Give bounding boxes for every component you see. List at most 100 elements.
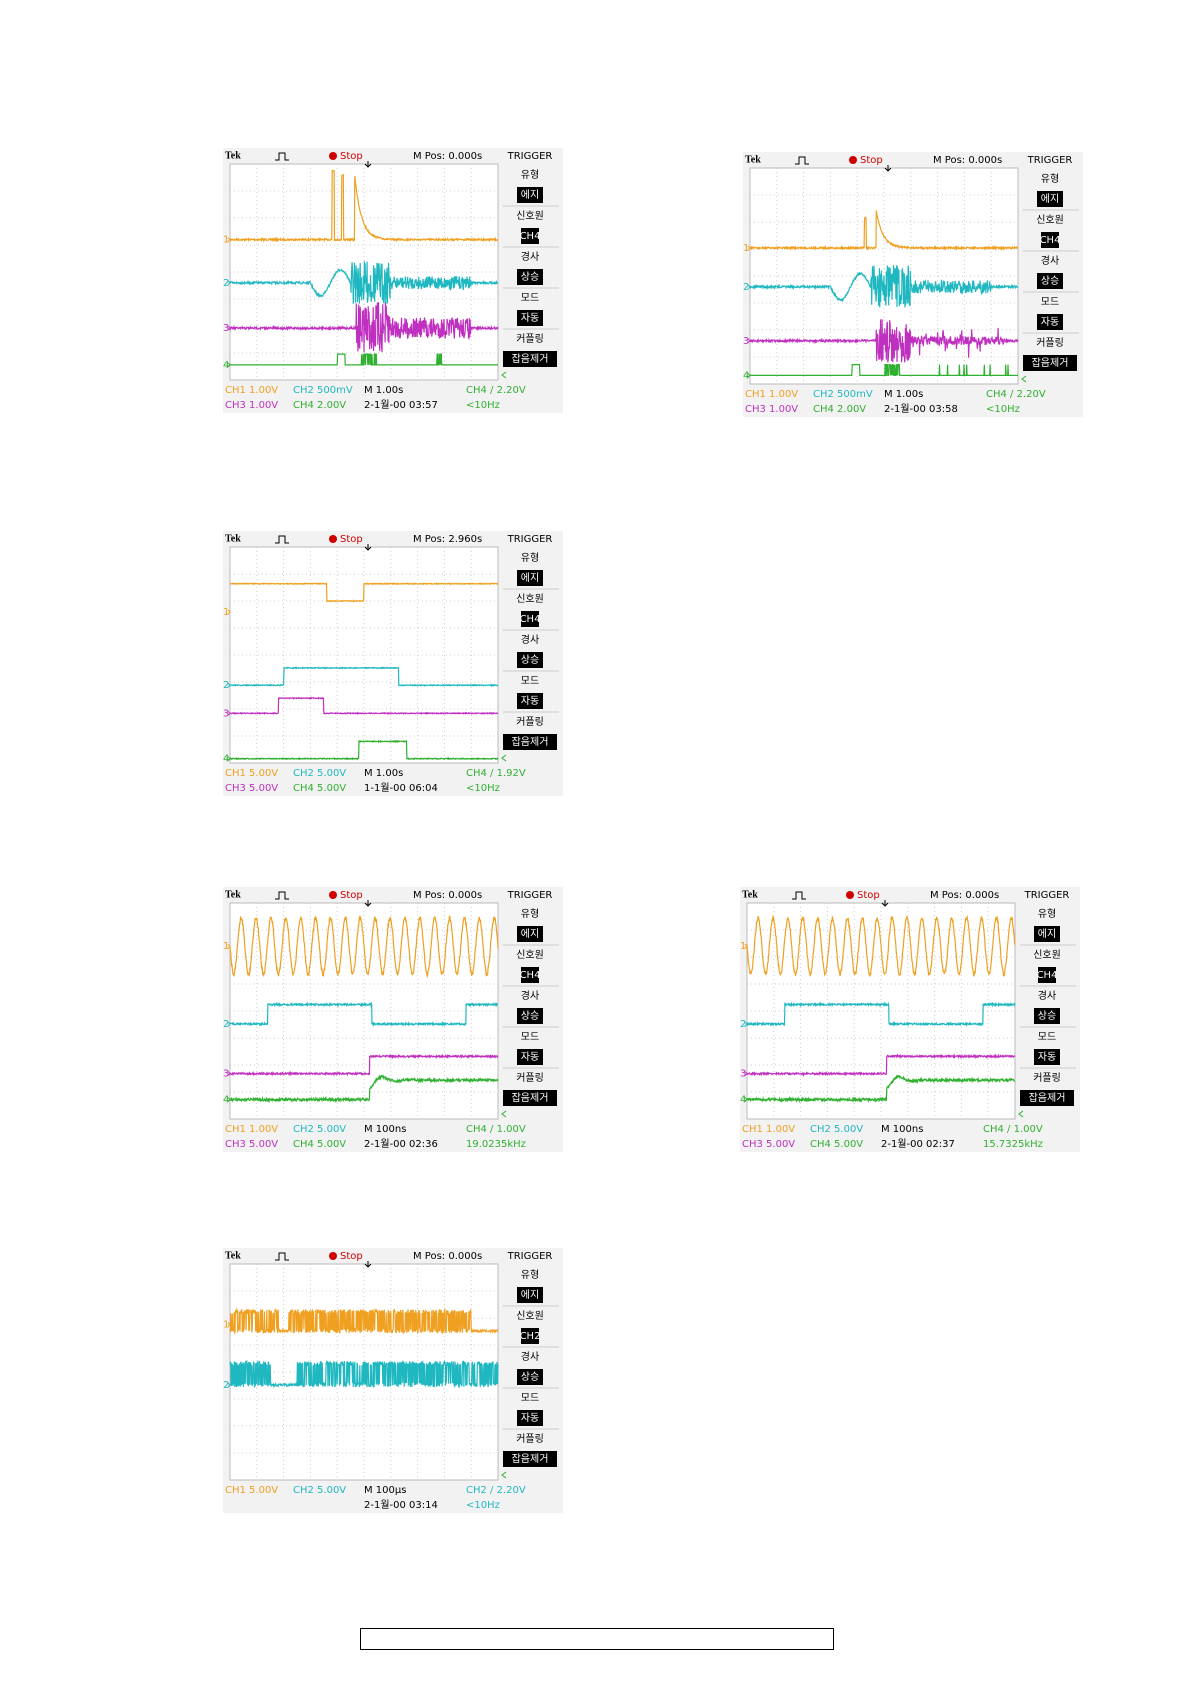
menu-value: 에지	[521, 928, 539, 940]
menu-value: 상승	[521, 271, 539, 283]
trigger-arrow	[881, 900, 889, 907]
channel-marker: 3	[740, 1069, 746, 1080]
waveform	[229, 302, 499, 353]
channel-marker-arrow	[227, 943, 231, 949]
menu-value: 자동	[521, 1051, 539, 1063]
readout: CH2 5.00V	[293, 768, 346, 779]
menu-label: 신호원	[516, 593, 544, 605]
readout: CH1 5.00V	[225, 768, 278, 779]
waveform	[746, 1074, 1016, 1104]
readout: 15.7325kHz	[983, 1139, 1043, 1150]
channel-marker: 4	[743, 370, 749, 381]
readout: CH1 1.00V	[225, 1124, 278, 1135]
channel-marker-arrow	[227, 1021, 231, 1027]
channel-marker-arrow	[227, 609, 231, 615]
trigger-level	[501, 371, 507, 379]
readout: CH2 500mV	[293, 385, 353, 396]
readout: CH3 5.00V	[225, 1139, 278, 1150]
menu-value: 에지	[1041, 193, 1059, 205]
readout: CH1 1.00V	[225, 385, 278, 396]
channel-marker: 3	[743, 336, 749, 347]
menu-label: 유형	[1038, 908, 1056, 920]
position: M Pos: 0.000s	[930, 890, 999, 901]
channel-marker: 3	[223, 1069, 229, 1080]
readout: M 1.00s	[884, 389, 923, 400]
menu-value-bg	[517, 570, 543, 586]
menu-value-bg	[521, 967, 539, 983]
brand: Tek	[225, 889, 241, 900]
menu-value: 상승	[1041, 275, 1059, 287]
waveform	[749, 265, 1019, 308]
menu-label: 모드	[521, 1032, 539, 1043]
channel-marker-arrow	[747, 245, 751, 251]
readout: CH2 / 2.20V	[466, 1485, 526, 1496]
menu-label: 유형	[521, 1269, 539, 1281]
menu-value-bg	[517, 1049, 543, 1065]
brand: Tek	[745, 154, 761, 165]
stop-dot	[849, 156, 857, 164]
menu-label: 커플링	[1033, 1072, 1061, 1084]
readout: CH4 / 1.00V	[466, 1124, 526, 1135]
readout: 2-1월-00 03:57	[364, 399, 438, 411]
trigger-arrow	[364, 1261, 372, 1268]
status: Stop	[340, 151, 363, 162]
readout: M 100ns	[881, 1124, 923, 1135]
readout: CH4 5.00V	[293, 783, 346, 794]
waveform	[229, 1074, 499, 1104]
menu-value: 자동	[521, 312, 539, 324]
menu-value-bg	[1034, 926, 1060, 942]
pulse-icon	[795, 156, 809, 165]
menu-label: 커플링	[1036, 337, 1064, 349]
readout: CH1 5.00V	[225, 1485, 278, 1496]
menu-title: TRIGGER	[507, 890, 553, 901]
stop-dot	[329, 152, 337, 160]
menu-label: 모드	[1038, 1032, 1056, 1043]
readout: M 100μs	[364, 1485, 406, 1496]
channel-marker: 4	[740, 1095, 746, 1106]
position: M Pos: 0.000s	[933, 155, 1002, 166]
waveform	[229, 739, 499, 761]
menu-label: 경사	[521, 1350, 539, 1363]
readout: CH4 / 2.20V	[466, 385, 526, 396]
readout: CH4 / 2.20V	[986, 389, 1046, 400]
menu-value: 상승	[521, 1371, 539, 1383]
readout: M 1.00s	[364, 385, 403, 396]
readout: <10Hz	[466, 400, 500, 411]
menu-value: CH4	[1037, 970, 1058, 981]
position: M Pos: 0.000s	[413, 1251, 482, 1262]
readout: CH3 1.00V	[225, 400, 278, 411]
channel-marker-arrow	[227, 1382, 231, 1388]
menu-value: 자동	[1041, 316, 1059, 328]
waveform	[746, 914, 1016, 977]
status: Stop	[860, 155, 883, 166]
menu-title: TRIGGER	[1027, 155, 1073, 166]
brand: Tek	[225, 1250, 241, 1261]
menu-label: 모드	[521, 293, 539, 304]
pulse-icon	[792, 891, 806, 900]
menu-value-bg	[1034, 1049, 1060, 1065]
menu-value: 잡음제거	[1032, 357, 1069, 369]
status: Stop	[340, 890, 363, 901]
menu-value-bg	[1041, 232, 1059, 248]
readout: CH1 1.00V	[742, 1124, 795, 1135]
waveform	[750, 364, 1018, 376]
menu-value-bg	[1034, 1008, 1060, 1024]
channel-marker: 2	[223, 680, 229, 691]
readout: 2-1월-00 03:14	[364, 1499, 438, 1511]
brand: Tek	[742, 889, 758, 900]
menu-label: 유형	[521, 552, 539, 564]
pulse-icon	[275, 152, 289, 161]
menu-value-bg	[521, 1328, 539, 1344]
status: Stop	[340, 534, 363, 545]
menu-label: 커플링	[516, 716, 544, 728]
channel-marker: 1	[743, 243, 749, 254]
channel-marker: 4	[223, 754, 229, 765]
menu-value-bg	[503, 734, 557, 750]
menu-label: 유형	[521, 908, 539, 920]
waveform	[749, 210, 1019, 252]
readout: CH3 5.00V	[742, 1139, 795, 1150]
menu-value: CH4	[520, 231, 541, 242]
menu-value: CH2	[520, 1331, 541, 1342]
